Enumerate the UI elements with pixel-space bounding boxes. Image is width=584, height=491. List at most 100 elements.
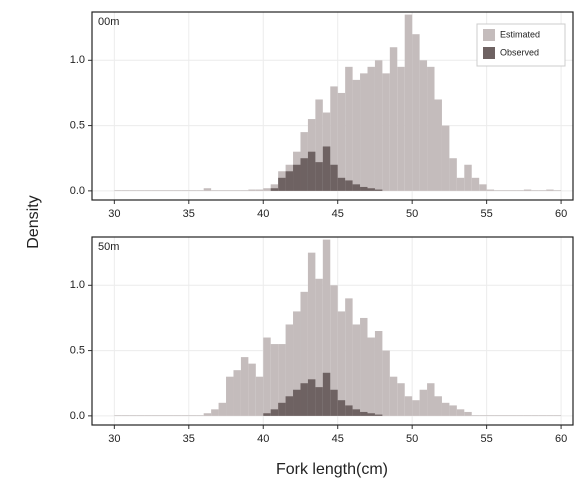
bar [434,396,442,416]
bar [226,376,234,416]
bar [374,414,383,416]
bar [203,188,212,191]
bar [389,376,398,416]
bar [374,189,383,191]
bar [419,60,428,191]
bar [322,239,331,416]
bar [434,99,442,191]
bar [211,409,219,416]
bar [240,190,249,191]
x-tick-label: 55 [481,208,493,220]
bar [546,189,554,191]
x-tick-label: 30 [108,433,120,445]
bar [248,189,256,191]
bar [263,188,271,191]
bar [218,402,227,416]
bar [397,383,405,416]
x-tick-label: 45 [332,433,344,445]
bar [322,372,331,416]
y-tick-label: 0.0 [70,410,85,422]
bar [173,190,182,191]
bar [226,190,234,191]
y-tick-label: 0.5 [70,344,85,356]
bar [508,415,517,416]
x-axis-title: Fork length(cm) [276,461,388,478]
x-tick-label: 55 [481,433,493,445]
bar [315,387,323,416]
bar [352,409,361,416]
bar [270,409,279,416]
plot-frame [91,236,574,426]
bar [531,415,539,416]
bar [307,379,316,416]
bar [322,146,331,191]
bar [188,190,197,191]
bar [285,396,294,416]
bar [233,370,241,416]
bar [419,389,428,416]
bar [531,190,539,191]
bar [523,189,532,191]
bar [360,186,368,191]
bar [471,177,480,191]
bar [337,400,346,416]
bar [270,184,279,191]
x-tick-label: 45 [332,208,344,220]
bar [456,409,465,416]
bar [374,60,383,191]
bar [382,350,390,416]
bar [494,415,502,416]
bar [203,413,212,416]
bar [300,158,308,191]
bar [151,415,160,416]
bar [516,190,524,191]
bar [382,73,390,191]
panel-label: 50m [98,241,119,253]
bar [494,190,502,191]
x-tick-label: 50 [406,433,418,445]
x-tick-label: 35 [183,208,195,220]
bar [278,344,286,416]
bar [218,190,227,191]
bar [263,413,271,416]
y-tick-label: 1.0 [70,279,85,291]
bar [300,383,308,416]
bar [211,190,219,191]
bar [352,184,361,191]
bar [285,324,294,416]
bar [516,415,524,416]
bar [121,190,130,191]
bar [345,298,353,416]
legend-label: Estimated [500,29,540,39]
x-tick-label: 60 [555,208,567,220]
bar [151,190,160,191]
bar [278,402,286,416]
bar [255,189,264,191]
bar [464,164,472,191]
x-tick-label: 40 [257,208,269,220]
bar [307,151,316,191]
bar [479,184,487,191]
bar [285,171,294,191]
bar [330,389,338,416]
bar [315,278,323,416]
bar [441,125,450,191]
y-tick-label: 0.5 [70,119,85,131]
bar [538,415,547,416]
bar [196,190,204,191]
bar [136,190,145,191]
bar [546,415,554,416]
bar [427,383,435,416]
bar [233,190,241,191]
bar [136,415,145,416]
bar [345,180,353,191]
bar [360,317,368,416]
x-tick-label: 60 [555,433,567,445]
y-tick-label: 1.0 [70,54,85,66]
bar [144,190,152,191]
bar [427,66,435,191]
bar [464,411,472,416]
bar [412,400,420,416]
bar [173,415,182,416]
